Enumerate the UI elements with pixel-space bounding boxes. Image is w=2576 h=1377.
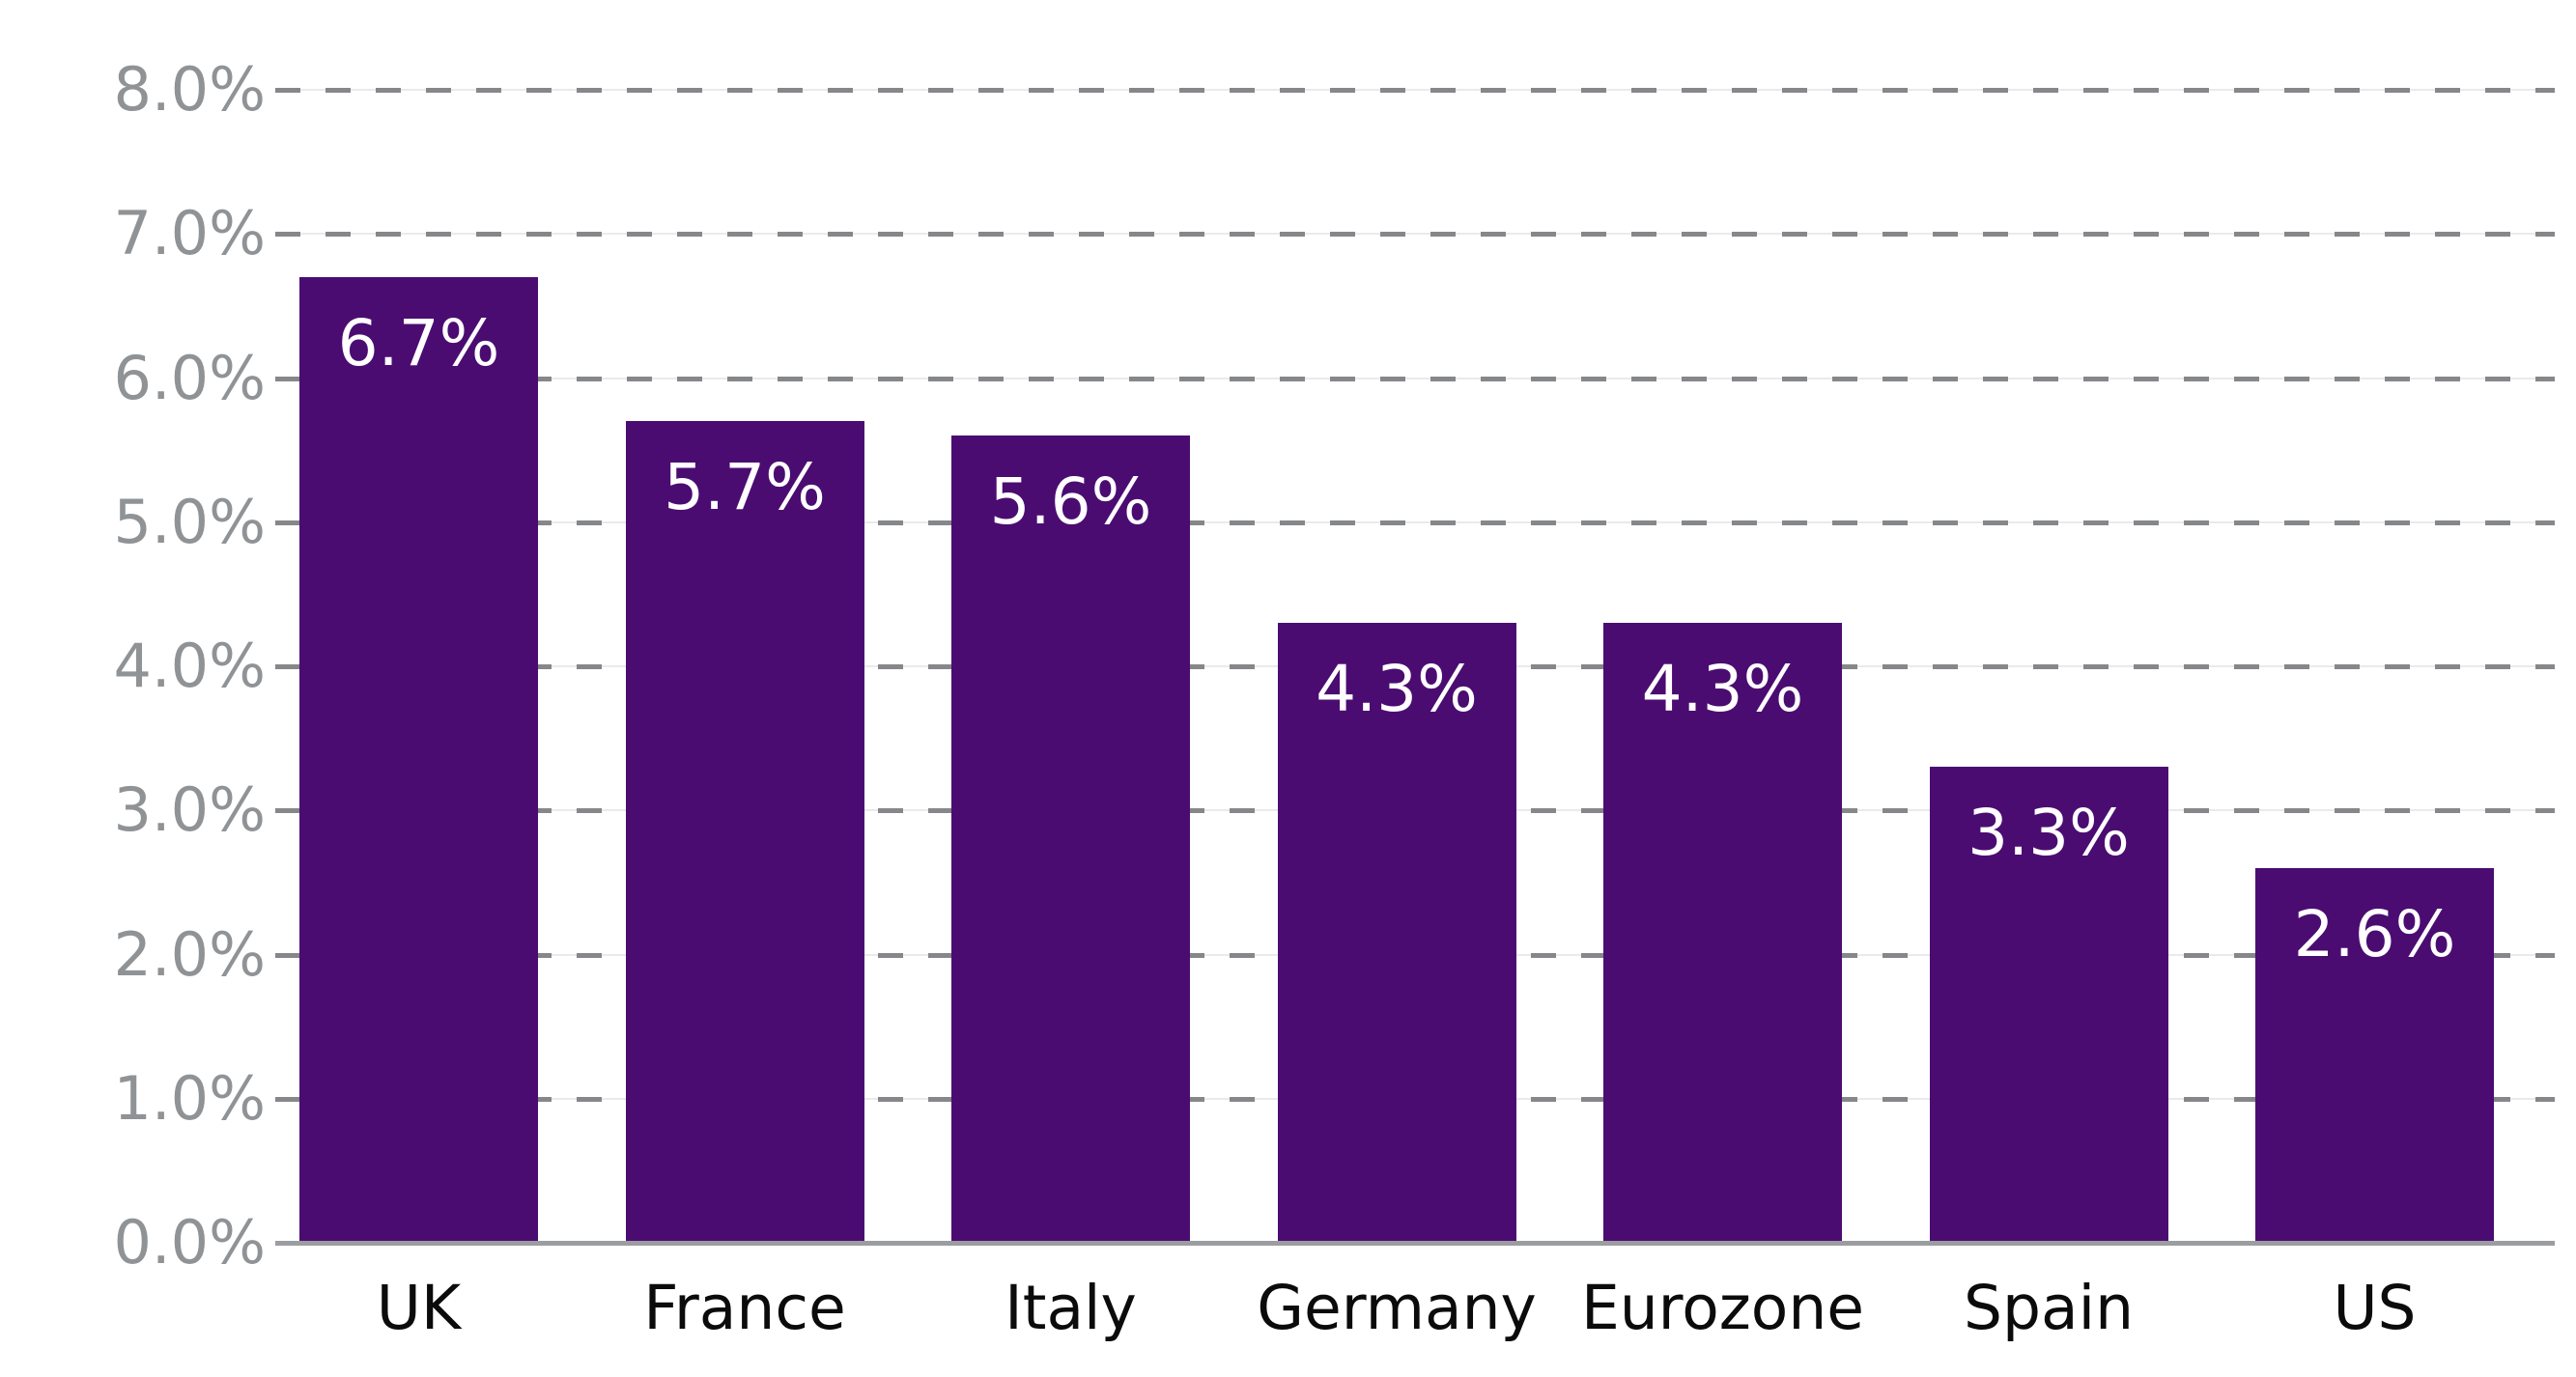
x-tick-label-eurozone: Eurozone [1580, 1273, 1865, 1343]
bar-eurozone: 4.3% [1603, 623, 1842, 1241]
gridline-dashes [275, 232, 2555, 238]
bar-value-label: 2.6% [2293, 896, 2456, 971]
x-tick-label-germany: Germany [1257, 1273, 1537, 1343]
y-tick-label: 8.0% [113, 54, 266, 125]
x-tick-label-france: France [643, 1273, 846, 1343]
gridline [275, 376, 2555, 381]
y-tick-label: 0.0% [113, 1207, 266, 1278]
gridline [275, 232, 2555, 238]
y-tick-label: 6.0% [113, 342, 266, 413]
x-tick-label-us: US [2333, 1273, 2417, 1343]
gridline-dashes [275, 376, 2555, 381]
bar-us: 2.6% [2255, 867, 2494, 1241]
bar-spain: 3.3% [1929, 767, 2168, 1241]
bar-value-label: 6.7% [337, 306, 500, 381]
gridline-dashes [275, 520, 2555, 525]
gridline [275, 88, 2555, 93]
bar-italy: 5.6% [951, 436, 1190, 1241]
bar-value-label: 4.3% [1641, 652, 1804, 727]
x-tick-label-uk: UK [376, 1273, 462, 1343]
bar-germany: 4.3% [1277, 623, 1516, 1241]
bar-france: 5.7% [625, 421, 864, 1241]
y-tick-label: 3.0% [113, 774, 266, 846]
x-tick-label-spain: Spain [1963, 1273, 2135, 1343]
bar-value-label: 5.7% [664, 450, 826, 525]
bar-value-label: 4.3% [1316, 652, 1478, 727]
bar-value-label: 3.3% [1967, 796, 2130, 871]
y-tick-label: 4.0% [113, 631, 266, 701]
x-tick-label-italy: Italy [1005, 1273, 1137, 1343]
gridline [275, 520, 2555, 525]
y-tick-label: 1.0% [113, 1062, 266, 1134]
y-tick-label: 7.0% [113, 198, 266, 269]
x-axis-baseline [275, 1241, 2555, 1246]
bar-uk: 6.7% [299, 277, 538, 1241]
bar-value-label: 5.6% [989, 464, 1152, 540]
y-tick-label: 2.0% [113, 918, 266, 990]
gridline-dashes [275, 88, 2555, 93]
y-tick-label: 5.0% [113, 486, 266, 557]
